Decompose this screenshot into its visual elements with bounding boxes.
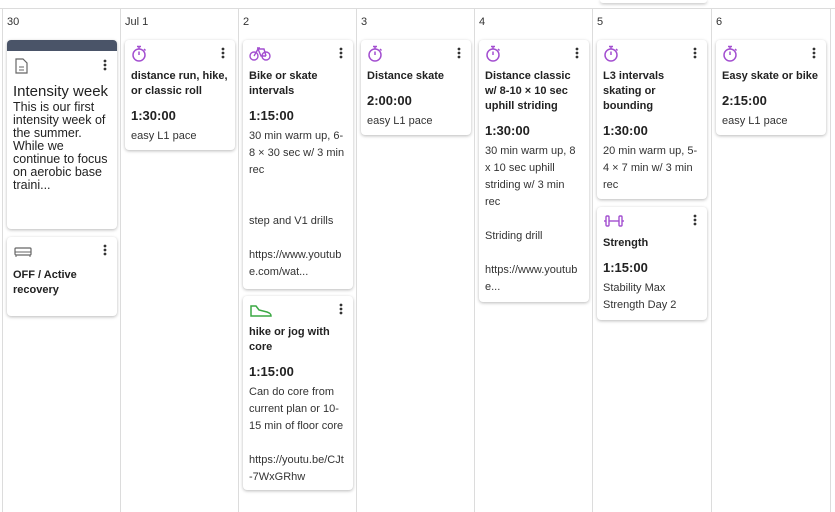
card-menu[interactable] xyxy=(690,46,700,60)
strength-icon xyxy=(604,215,624,227)
workout-card[interactable]: L3 intervals skating or bounding 1:30:00… xyxy=(597,40,707,199)
date-label: 3 xyxy=(361,16,368,28)
card-description: 20 min warm up, 5-4 × 7 min w/ 3 min rec xyxy=(603,145,698,191)
shoe-icon xyxy=(250,305,272,317)
date-label: 6 xyxy=(716,16,723,28)
card-menu[interactable] xyxy=(100,243,110,257)
duration-icon xyxy=(723,45,738,62)
note-icon xyxy=(15,58,28,74)
rest-card[interactable]: OFF / Active recovery xyxy=(7,237,117,316)
card-title: Easy skate or bike xyxy=(722,70,819,82)
duration-icon xyxy=(486,45,501,62)
card-description: easy L1 pace xyxy=(131,130,197,142)
card-duration: 2:00:00 xyxy=(367,93,412,108)
workout-card[interactable]: Distance skate 2:00:00 easy L1 pace xyxy=(361,40,471,135)
date-label: 30 xyxy=(7,16,20,28)
card-title: Strength xyxy=(603,237,649,249)
card-duration: 1:15:00 xyxy=(249,364,294,379)
card-title: Intensity week xyxy=(13,83,109,100)
bed-icon xyxy=(14,247,32,257)
bike-icon xyxy=(249,47,271,61)
card-title: hike or jog with core xyxy=(249,326,330,353)
card-description: easy L1 pace xyxy=(367,115,433,127)
card-icons xyxy=(13,242,110,260)
date-label: 4 xyxy=(479,16,486,28)
card-title: OFF / Active recovery xyxy=(13,269,77,296)
card-icons xyxy=(722,45,819,63)
card-icons xyxy=(13,57,110,75)
card-duration: 1:30:00 xyxy=(485,123,530,138)
duration-icon xyxy=(368,45,383,62)
workout-card[interactable]: hike or jog with core 1:15:00 Can do cor… xyxy=(243,296,353,490)
workout-card[interactable]: distance run, hike, or classic roll 1:30… xyxy=(125,40,235,150)
workout-card[interactable]: Distance classic w/ 8-10 × 10 sec uphill… xyxy=(479,40,589,302)
card-icons xyxy=(603,45,700,63)
card-description: 30 min warm up, 8 x 10 sec uphill stridi… xyxy=(485,145,576,208)
card-title: Distance classic w/ 8-10 × 10 sec uphill… xyxy=(485,70,571,112)
day-column: 4 Distance classic w/ 8-10 × 10 sec uphi… xyxy=(474,8,592,512)
card-icons xyxy=(603,212,700,230)
card-menu[interactable] xyxy=(690,213,700,227)
card-duration: 1:15:00 xyxy=(603,260,648,275)
card-menu[interactable] xyxy=(336,46,346,60)
card-icons xyxy=(249,45,346,63)
date-label: 2 xyxy=(243,16,250,28)
date-label: Jul 1 xyxy=(125,16,149,28)
card-duration: 1:30:00 xyxy=(603,123,648,138)
workout-card[interactable]: Bike or skate intervals 1:15:00 30 min w… xyxy=(243,40,353,289)
card-menu[interactable] xyxy=(454,46,464,60)
card-description: This is our first intensity week of the … xyxy=(13,100,108,192)
card-title: L3 intervals skating or bounding xyxy=(603,70,665,112)
card-duration: 1:15:00 xyxy=(249,108,294,123)
duration-icon xyxy=(132,45,147,62)
day-column: Jul 1 distance run, hike, or classic rol… xyxy=(120,8,238,512)
card-description: Striding drill xyxy=(485,230,543,242)
card-icons xyxy=(485,45,582,63)
card-menu[interactable] xyxy=(572,46,582,60)
card-header-bar xyxy=(7,40,117,51)
day-column: 30 Intensity week This is our first inte… xyxy=(2,8,120,512)
duration-icon xyxy=(604,45,619,62)
card-title: Bike or skate intervals xyxy=(249,70,318,97)
card-description: https://www.youtube... xyxy=(485,264,578,293)
card-description: https://www.youtube.com/wat... xyxy=(249,249,342,278)
card-description: 30 min warm up, 6-8 × 30 sec w/ 3 min re… xyxy=(249,130,345,176)
card-menu[interactable] xyxy=(218,46,228,60)
day-column: 5 L3 intervals skating or bounding 1:30:… xyxy=(592,8,710,512)
workout-card[interactable]: Strength 1:15:00 Stability Max Strength … xyxy=(597,207,707,320)
card-description: Stability Max Strength Day 2 xyxy=(603,282,677,311)
card-edge xyxy=(600,0,707,3)
card-title: Distance skate xyxy=(367,70,445,82)
header-line xyxy=(0,8,835,9)
card-menu[interactable] xyxy=(336,302,346,316)
card-menu[interactable] xyxy=(100,58,110,72)
note-card[interactable]: Intensity week This is our first intensi… xyxy=(7,40,117,229)
card-duration: 2:15:00 xyxy=(722,93,767,108)
card-description: Can do core from current plan or 10-15 m… xyxy=(249,386,344,432)
card-duration: 1:30:00 xyxy=(131,108,176,123)
card-description: easy L1 pace xyxy=(722,115,788,127)
day-column: 2 Bike or skate intervals 1:15:00 30 min… xyxy=(238,8,356,512)
date-label: 5 xyxy=(597,16,604,28)
day-column: 3 Distance skate 2:00:00 easy L1 pace xyxy=(356,8,474,512)
card-icons xyxy=(249,301,346,319)
day-column: 6 Easy skate or bike 2:15:00 easy L1 pac… xyxy=(711,8,831,512)
card-icons xyxy=(367,45,464,63)
card-title: distance run, hike, or classic roll xyxy=(131,70,228,97)
card-menu[interactable] xyxy=(809,46,819,60)
card-description: https://youtu.be/CJt-7WxGRhw xyxy=(249,454,344,483)
card-description: step and V1 drills xyxy=(249,215,334,227)
workout-card[interactable]: Easy skate or bike 2:15:00 easy L1 pace xyxy=(716,40,826,135)
card-icons xyxy=(131,45,228,63)
